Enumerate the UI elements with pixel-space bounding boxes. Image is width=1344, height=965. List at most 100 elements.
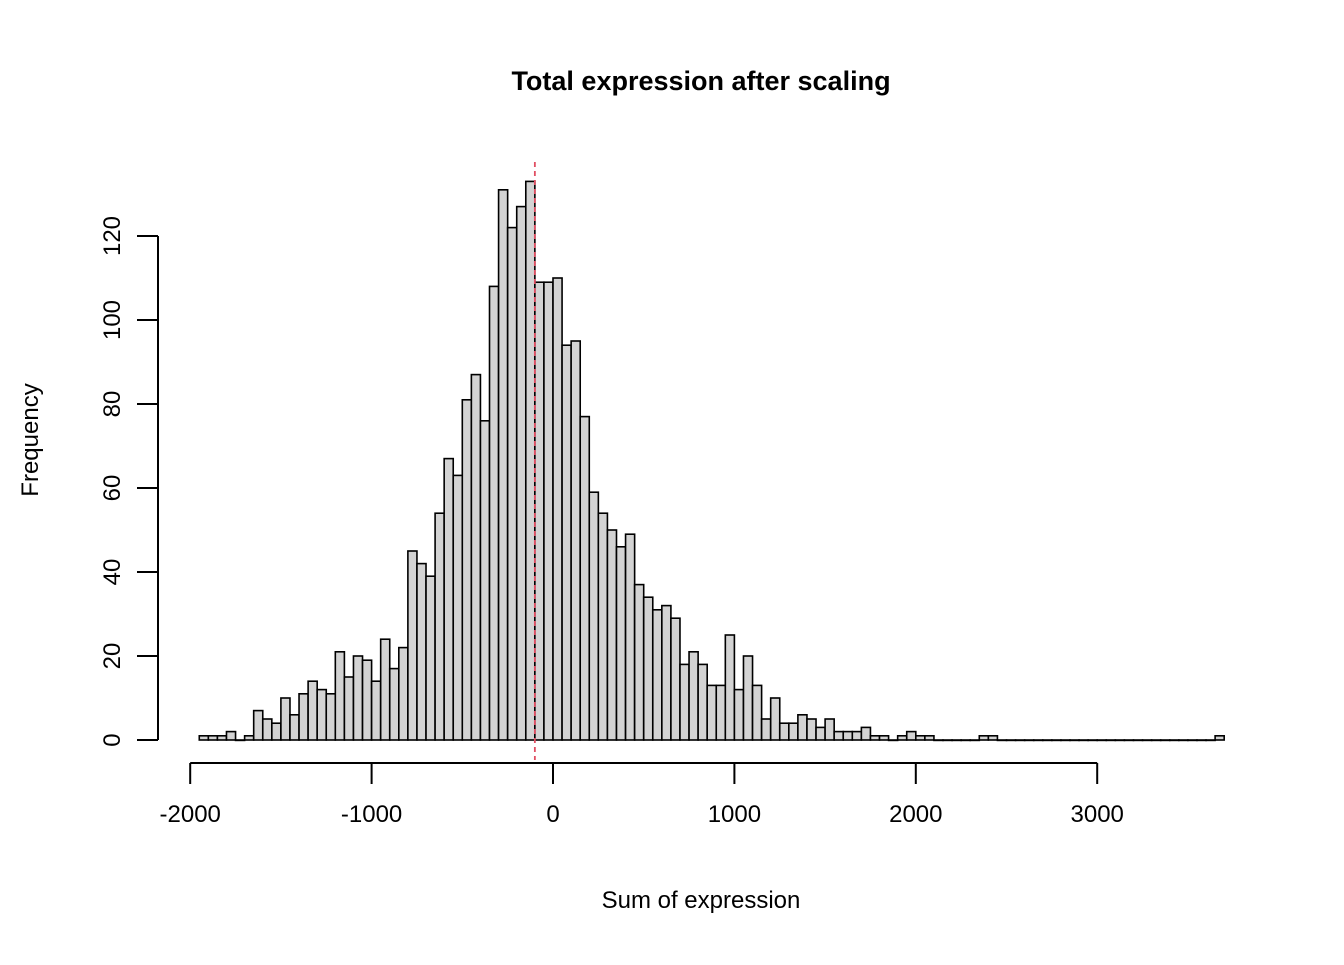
histogram-bar xyxy=(226,732,235,740)
histogram-bar xyxy=(417,564,426,740)
histogram-bar xyxy=(290,715,299,740)
histogram-bar xyxy=(807,719,816,740)
histogram-bar xyxy=(254,711,263,740)
histogram-bar xyxy=(281,698,290,740)
histogram-bar xyxy=(843,732,852,740)
histogram-bar xyxy=(979,736,988,740)
histogram-bar xyxy=(870,736,879,740)
histogram-bar xyxy=(208,736,217,740)
histogram-bar xyxy=(1215,736,1224,740)
histogram-bar xyxy=(816,727,825,740)
histogram-bar xyxy=(725,635,734,740)
histogram-bar xyxy=(898,736,907,740)
y-axis-label: Frequency xyxy=(17,383,44,496)
histogram-bar xyxy=(490,286,499,740)
histogram-bar xyxy=(580,417,589,740)
histogram-bars xyxy=(199,181,1224,740)
histogram-bar xyxy=(925,736,934,740)
x-axis: -2000 -1000 0 1000 2000 3000 xyxy=(160,763,1124,828)
histogram-bar xyxy=(399,648,408,740)
histogram-bar xyxy=(335,652,344,740)
histogram-bar xyxy=(526,181,535,740)
y-tick-label: 40 xyxy=(99,559,126,586)
histogram-bar xyxy=(353,656,362,740)
histogram-bar xyxy=(263,719,272,740)
histogram-bar xyxy=(753,685,762,740)
histogram-bar xyxy=(644,597,653,740)
histogram-bar xyxy=(988,736,997,740)
histogram-bar xyxy=(825,719,834,740)
chart-title: Total expression after scaling xyxy=(511,66,890,96)
x-axis-label: Sum of expression xyxy=(602,887,801,914)
histogram-bar xyxy=(499,190,508,740)
histogram-bar xyxy=(562,345,571,740)
histogram-bar xyxy=(916,736,925,740)
histogram-bar xyxy=(834,732,843,740)
x-tick-label: -2000 xyxy=(160,801,221,828)
histogram-bar xyxy=(535,282,544,740)
histogram-bar xyxy=(616,547,625,740)
histogram-bar xyxy=(653,610,662,740)
histogram-bar xyxy=(308,681,317,740)
histogram-bar xyxy=(880,736,889,740)
histogram-bar xyxy=(607,530,616,740)
y-tick-label: 60 xyxy=(99,475,126,502)
histogram-bar xyxy=(245,736,254,740)
histogram-bar xyxy=(435,513,444,740)
histogram-bar xyxy=(372,681,381,740)
histogram-bar xyxy=(199,736,208,740)
x-tick-label: 1000 xyxy=(708,801,761,828)
y-tick-label: 0 xyxy=(99,733,126,746)
histogram-bar xyxy=(326,694,335,740)
histogram-bar xyxy=(671,618,680,740)
histogram-bar xyxy=(589,492,598,740)
x-tick-label: 2000 xyxy=(889,801,942,828)
histogram-bar xyxy=(553,278,562,740)
histogram-bar xyxy=(471,375,480,740)
histogram-bar xyxy=(480,421,489,740)
y-tick-label: 100 xyxy=(99,300,126,340)
histogram-bar xyxy=(789,723,798,740)
histogram-bar xyxy=(680,664,689,740)
histogram-bar xyxy=(317,690,326,740)
histogram-bar xyxy=(363,660,372,740)
histogram-bar xyxy=(426,576,435,740)
histogram-bar xyxy=(635,585,644,740)
y-tick-label: 20 xyxy=(99,643,126,670)
y-tick-label: 80 xyxy=(99,391,126,418)
y-tick-label: 120 xyxy=(99,216,126,256)
histogram-bar xyxy=(517,207,526,740)
histogram-bar xyxy=(299,694,308,740)
histogram-bar xyxy=(408,551,417,740)
histogram-bar xyxy=(571,341,580,740)
histogram-bar xyxy=(734,690,743,740)
histogram-bar xyxy=(852,732,861,740)
histogram-bar xyxy=(272,723,281,740)
histogram-bar xyxy=(698,664,707,740)
histogram-bar xyxy=(771,698,780,740)
histogram-bar xyxy=(626,534,635,740)
histogram-bar xyxy=(453,475,462,740)
histogram-bar xyxy=(707,685,716,740)
x-tick-label: -1000 xyxy=(341,801,402,828)
histogram-bar xyxy=(798,715,807,740)
histogram-bar xyxy=(508,228,517,740)
histogram-bar xyxy=(544,282,553,740)
histogram-bar xyxy=(689,652,698,740)
histogram-bar xyxy=(381,639,390,740)
histogram-bar xyxy=(780,723,789,740)
histogram-bar xyxy=(217,736,226,740)
histogram-bar xyxy=(344,677,353,740)
histogram-bar xyxy=(662,606,671,740)
histogram-bar xyxy=(861,727,870,740)
histogram-bar xyxy=(743,656,752,740)
y-axis: 0 20 40 60 80 100 120 xyxy=(99,216,158,747)
histogram-bar xyxy=(462,400,471,740)
x-tick-label: 0 xyxy=(546,801,559,828)
histogram-bar xyxy=(390,669,399,740)
histogram-bar xyxy=(907,732,916,740)
histogram-bar xyxy=(762,719,771,740)
x-tick-label: 3000 xyxy=(1071,801,1124,828)
